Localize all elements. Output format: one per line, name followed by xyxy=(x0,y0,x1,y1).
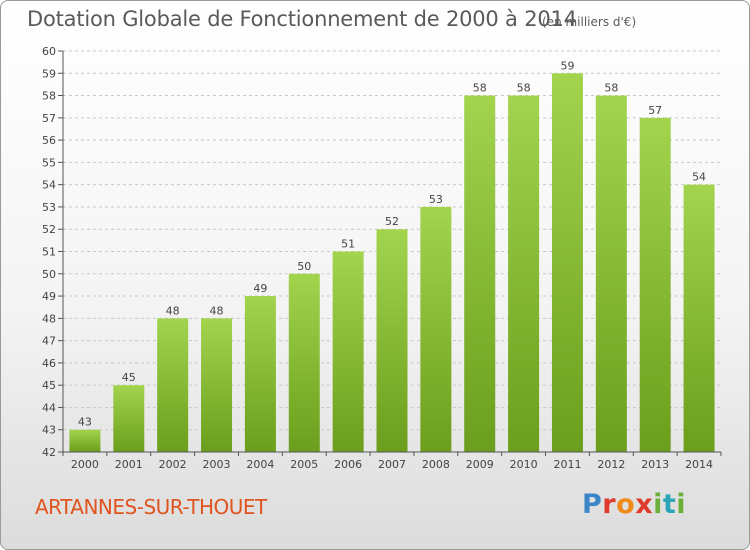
bar xyxy=(69,429,101,452)
x-tick-label: 2004 xyxy=(246,458,274,471)
bar-value-label: 45 xyxy=(122,371,136,384)
y-tick-label: 59 xyxy=(42,67,56,80)
bar-value-label: 50 xyxy=(297,260,311,273)
bar xyxy=(508,95,540,453)
x-tick-label: 2002 xyxy=(159,458,187,471)
y-tick-label: 50 xyxy=(42,268,56,281)
x-tick-label: 2001 xyxy=(115,458,143,471)
y-tick-label: 46 xyxy=(42,357,56,370)
logo-letter: x xyxy=(635,489,654,520)
bar-value-label: 59 xyxy=(560,59,574,72)
y-tick-label: 51 xyxy=(42,246,56,259)
y-tick-label: 54 xyxy=(42,179,56,192)
bar-value-label: 58 xyxy=(517,82,531,95)
y-tick-label: 57 xyxy=(42,112,56,125)
chart-unit: (en milliers d'€) xyxy=(542,15,637,29)
town-name: ARTANNES-SUR-THOUET xyxy=(35,495,267,519)
y-tick-label: 49 xyxy=(42,290,56,303)
bar-value-label: 58 xyxy=(473,82,487,95)
x-tick-label: 2011 xyxy=(553,458,581,471)
bar-value-label: 51 xyxy=(341,238,355,251)
x-tick-label: 2003 xyxy=(203,458,231,471)
bar xyxy=(157,318,189,452)
bar-value-label: 57 xyxy=(648,104,662,117)
y-tick-label: 60 xyxy=(42,45,56,58)
x-tick-label: 2012 xyxy=(597,458,625,471)
bar-value-label: 58 xyxy=(604,82,618,95)
bar-value-label: 48 xyxy=(210,304,224,317)
bar xyxy=(639,117,671,452)
logo-letter: o xyxy=(616,489,636,520)
x-tick-label: 2000 xyxy=(71,458,99,471)
bar-value-label: 43 xyxy=(78,416,92,429)
bar xyxy=(464,95,496,453)
bar xyxy=(420,206,452,452)
y-tick-label: 53 xyxy=(42,201,56,214)
y-tick-label: 55 xyxy=(42,156,56,169)
x-axis: 2000 2001 2002 2003 2004 2005 2006 2007 2008 2009… xyxy=(62,451,722,471)
x-tick-label: 2009 xyxy=(466,458,494,471)
y-tick-label: 42 xyxy=(42,446,56,459)
logo-letter: i xyxy=(676,489,687,520)
x-tick-label: 2010 xyxy=(510,458,538,471)
bar xyxy=(113,385,145,452)
y-tick-label: 43 xyxy=(42,424,56,437)
y-tick-label: 58 xyxy=(42,90,56,103)
bar xyxy=(551,73,583,453)
bar-value-label: 52 xyxy=(385,215,399,228)
x-tick-label: 2005 xyxy=(290,458,318,471)
bar-value-label: 48 xyxy=(166,304,180,317)
bar-value-label: 54 xyxy=(692,171,706,184)
x-tick-label: 2007 xyxy=(378,458,406,471)
x-tick-label: 2013 xyxy=(641,458,669,471)
y-tick-label: 47 xyxy=(42,335,56,348)
bar-value-label: 53 xyxy=(429,193,443,206)
y-tick-label: 56 xyxy=(42,134,56,147)
bar xyxy=(332,251,364,452)
bars: 43 45 48 48 49 50 51 52 53 58 58 59 58 57 54 xyxy=(69,59,715,453)
logo-letter: i xyxy=(653,489,663,520)
bar xyxy=(201,318,233,452)
bar-value-label: 49 xyxy=(253,282,267,295)
bar xyxy=(683,184,715,452)
logo-letter: P xyxy=(582,489,603,520)
y-tick-label: 48 xyxy=(42,312,56,325)
logo-letter: r xyxy=(602,489,617,520)
bar xyxy=(376,229,408,452)
y-tick-label: 52 xyxy=(42,223,56,236)
x-tick-label: 2006 xyxy=(334,458,362,471)
bar xyxy=(595,95,627,453)
y-axis: 42 43 44 45 46 47 48 49 50 51 52 53 54 55 56 57 58 59 60 xyxy=(42,45,64,459)
x-tick-label: 2008 xyxy=(422,458,450,471)
bar xyxy=(288,273,320,452)
y-tick-label: 45 xyxy=(42,379,56,392)
y-tick-label: 44 xyxy=(42,401,56,414)
proxiti-logo[interactable]: Proxiti xyxy=(582,489,686,520)
chart-title: Dotation Globale de Fonctionnement de 20… xyxy=(27,7,577,31)
x-tick-label: 2014 xyxy=(685,458,713,471)
bar xyxy=(244,296,276,452)
logo-letter: t xyxy=(662,489,677,520)
